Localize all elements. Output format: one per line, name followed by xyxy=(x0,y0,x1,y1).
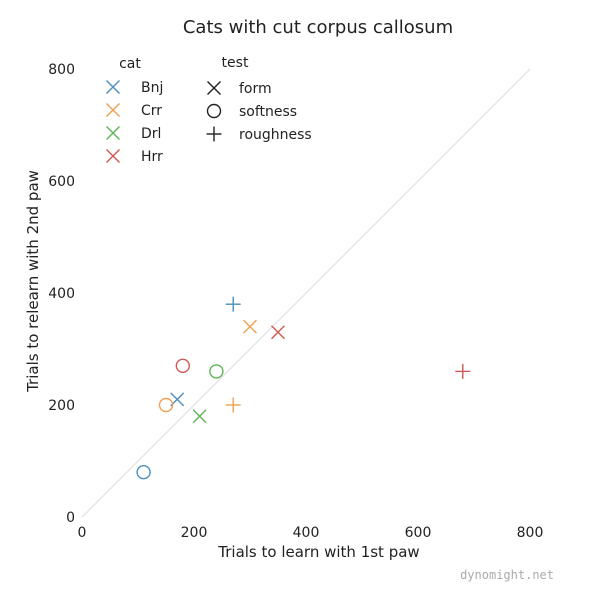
x-tick-label: 600 xyxy=(405,525,432,541)
point-drl-softness xyxy=(209,364,224,379)
point-crr-softness xyxy=(158,397,174,413)
point-crr-roughness xyxy=(225,397,241,413)
legend-test-marker xyxy=(206,103,222,119)
x-tick-label: 400 xyxy=(293,525,320,541)
legend-test-label: form xyxy=(239,81,272,97)
legend-test-marker xyxy=(206,126,222,142)
legend-cat-label: Crr xyxy=(141,103,162,119)
legend-test: test form softness roughness xyxy=(206,55,312,143)
y-ticks: 0 200 400 600 800 xyxy=(48,62,75,526)
y-tick-label: 200 xyxy=(48,398,75,414)
legend-test-label: roughness xyxy=(239,127,312,143)
point-hrr-roughness xyxy=(455,363,471,379)
x-tick-label: 0 xyxy=(78,525,87,541)
legend-cat-marker xyxy=(106,149,120,163)
chart-title: Cats with cut corpus callosum xyxy=(183,17,453,38)
legend-test-label: softness xyxy=(239,104,297,120)
y-tick-label: 600 xyxy=(48,174,75,190)
credit-text: dynomight.net xyxy=(460,568,554,582)
data-points xyxy=(136,296,471,480)
point-hrr-softness xyxy=(175,358,191,373)
y-tick-label: 400 xyxy=(48,286,75,302)
x-tick-label: 200 xyxy=(181,525,208,541)
legend-cat: cat Bnj Crr Drl Hrr xyxy=(106,56,163,165)
point-crr-form xyxy=(243,319,257,334)
point-bnj-softness xyxy=(136,465,151,480)
legend-test-marker xyxy=(207,81,221,95)
legend-cat-label: Hrr xyxy=(141,149,163,165)
legend-cat-label: Bnj xyxy=(141,80,163,96)
legend-cat-marker xyxy=(106,126,120,140)
y-tick-label: 800 xyxy=(48,62,75,78)
x-axis-label: Trials to learn with 1st paw xyxy=(217,543,419,561)
point-hrr-form xyxy=(271,325,285,340)
legend-cat-marker xyxy=(106,103,120,117)
identity-line xyxy=(81,68,531,518)
point-drl-form xyxy=(192,409,207,424)
legend-test-title: test xyxy=(222,55,249,71)
legend-cat-marker xyxy=(106,80,120,94)
point-bnj-roughness xyxy=(225,296,241,312)
legend-cat-title: cat xyxy=(119,56,141,72)
x-tick-label: 800 xyxy=(517,525,544,541)
y-tick-label: 0 xyxy=(66,510,75,526)
y-axis-label: Trials to relearn with 2nd paw xyxy=(24,170,42,393)
legend-cat-label: Drl xyxy=(141,126,161,142)
x-ticks: 0 200 400 600 800 xyxy=(78,525,544,541)
